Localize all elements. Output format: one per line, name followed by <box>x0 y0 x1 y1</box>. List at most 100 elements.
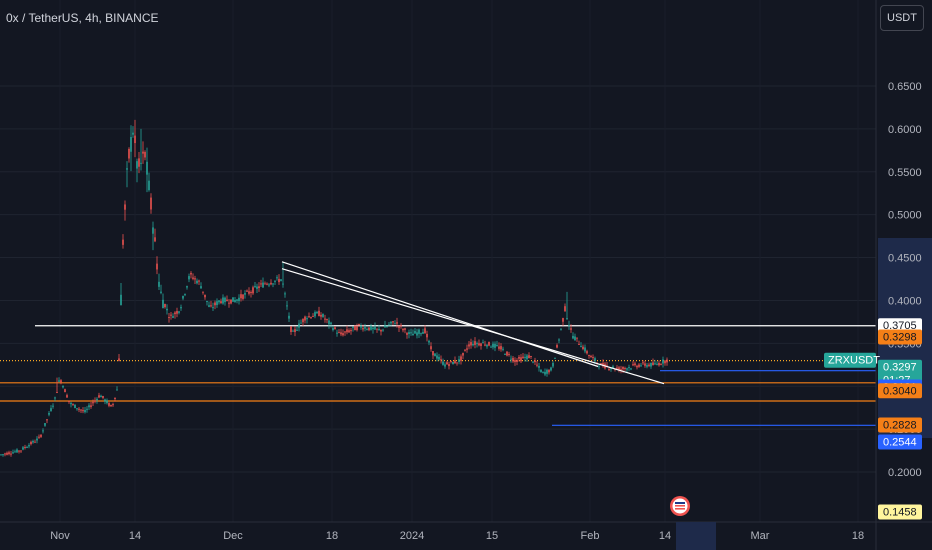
candle-body <box>8 452 10 455</box>
candle-body <box>158 281 160 287</box>
candle-body <box>434 353 436 357</box>
candle-body <box>4 453 6 455</box>
candle-body <box>372 327 374 330</box>
candle-body <box>124 204 126 210</box>
y-tick-label: 0.4500 <box>888 253 922 265</box>
candle-body <box>618 367 620 371</box>
candle-body <box>206 300 208 302</box>
y-tick-label: 0.5000 <box>888 210 922 222</box>
candle-body <box>88 405 90 408</box>
candle-body <box>396 322 398 324</box>
candle-body <box>574 336 576 341</box>
candle-body <box>304 316 306 321</box>
price-tag-value: 0.3297 <box>883 362 917 374</box>
candle-body <box>564 306 566 312</box>
candle-body <box>424 328 426 334</box>
candle-body <box>50 408 52 411</box>
candle-body <box>502 348 504 350</box>
candle-body <box>162 299 164 309</box>
candle-body <box>518 356 520 359</box>
candle-body <box>662 359 664 364</box>
candle-body <box>410 332 412 334</box>
candle-body <box>640 365 642 367</box>
trend-lines <box>281 261 665 385</box>
candle-body <box>32 440 34 443</box>
candle-body <box>204 294 206 298</box>
candle-body <box>200 286 202 289</box>
candle-body <box>198 280 200 282</box>
price-tag-value: 0.2828 <box>883 420 917 432</box>
candle-body <box>38 436 40 438</box>
candlestick-series <box>0 119 668 457</box>
candle-body <box>48 412 50 415</box>
candle-body <box>528 355 530 359</box>
candle-body <box>346 329 348 333</box>
candle-body <box>648 364 650 366</box>
candle-body <box>622 366 624 370</box>
candle-body <box>342 333 344 336</box>
candle-body <box>22 447 24 450</box>
candle-body <box>588 354 590 356</box>
candle-body <box>492 343 494 348</box>
currency-button[interactable]: USDT <box>880 5 924 31</box>
candle-body <box>488 341 490 346</box>
candle-body <box>238 297 240 302</box>
candle-body <box>544 371 546 375</box>
grid-lines <box>0 85 876 473</box>
candle-body <box>446 362 448 365</box>
candle-body <box>580 346 582 348</box>
candle-body <box>468 344 470 347</box>
candle-body <box>354 325 356 331</box>
candle-body <box>466 348 468 350</box>
candle-body <box>156 263 158 270</box>
candle-body <box>216 301 218 306</box>
candle-body <box>172 316 174 318</box>
candle-body <box>76 408 78 410</box>
candle-body <box>64 389 66 393</box>
candle-body <box>362 328 364 330</box>
candle-body <box>328 320 330 325</box>
candle-body <box>214 302 216 306</box>
candle-body <box>404 328 406 330</box>
candle-body <box>402 328 404 331</box>
candle-body <box>602 362 604 367</box>
candle-body <box>28 445 30 447</box>
candle-body <box>344 331 346 333</box>
x-tick-label: 2024 <box>400 530 424 542</box>
candle-body <box>90 405 92 407</box>
candle-body <box>542 371 544 373</box>
candle-body <box>352 326 354 328</box>
candle-body <box>364 327 366 329</box>
candle-body <box>182 295 184 299</box>
candle-body <box>210 305 212 307</box>
candle-body <box>506 351 508 356</box>
chart-title: 0x / TetherUS, 4h, BINANCE <box>6 11 159 25</box>
candle-body <box>552 362 554 367</box>
candle-body <box>286 305 288 307</box>
candle-body <box>340 332 342 335</box>
candle-body <box>232 297 234 302</box>
candle-body <box>454 360 456 364</box>
candle-body <box>314 312 316 317</box>
candle-body <box>274 280 276 282</box>
trend-line <box>281 261 599 368</box>
candle-body <box>386 326 388 328</box>
candle-body <box>486 344 488 347</box>
candle-body <box>436 355 438 359</box>
candle-body <box>478 343 480 346</box>
candle-body <box>96 398 98 401</box>
y-tick-label: 0.4000 <box>888 295 922 307</box>
events-flag-icon[interactable] <box>670 496 690 516</box>
candle-body <box>392 321 394 323</box>
candle-body <box>128 148 130 159</box>
candle-body <box>148 180 150 191</box>
candle-body <box>142 151 144 154</box>
time-axis[interactable]: Nov 14 Dec 18 2024 15 Feb 14 Mar 18 <box>0 521 932 542</box>
candle-body <box>144 151 146 158</box>
candle-body <box>246 290 248 292</box>
candle-body <box>438 356 440 360</box>
candle-body <box>188 276 190 280</box>
candle-body <box>154 237 156 242</box>
candle-body <box>120 294 122 306</box>
